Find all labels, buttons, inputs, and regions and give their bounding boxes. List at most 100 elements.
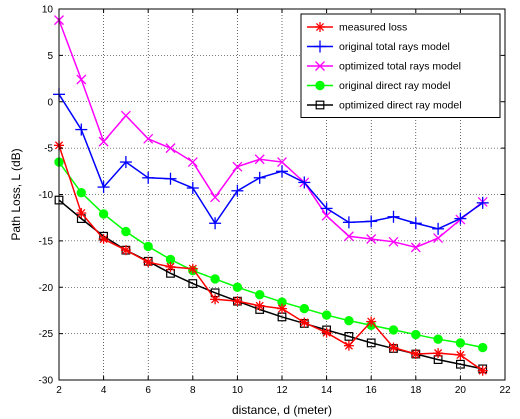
- data-point: [456, 359, 465, 369]
- x-tick-label: 18: [410, 385, 422, 396]
- data-point: [120, 110, 131, 121]
- data-point: [299, 317, 310, 328]
- data-point: [255, 289, 265, 300]
- data-point: [276, 165, 288, 178]
- data-point: [209, 217, 222, 230]
- data-point: [187, 263, 198, 274]
- data-point: [142, 171, 155, 184]
- data-point: [476, 196, 489, 209]
- tick-layer: 2 4 6 8 10 12 14 16 18 20 22 -30 -25 -20 -15 -10 -5 0 5 10: [39, 5, 511, 397]
- data-point: [277, 157, 287, 167]
- y-tick-label: -20: [39, 283, 54, 294]
- legend: measured loss original total rays model op…: [300, 13, 501, 118]
- data-point: [188, 279, 198, 288]
- data-point: [210, 294, 221, 305]
- data-point: [76, 187, 87, 198]
- data-point: [186, 182, 199, 195]
- data-point: [143, 133, 154, 144]
- y-tick-label: 5: [47, 51, 53, 62]
- data-point: [98, 136, 109, 147]
- data-point: [321, 327, 332, 338]
- data-point: [343, 340, 354, 351]
- y-tick-label: -30: [39, 376, 54, 387]
- data-point: [298, 176, 311, 189]
- y-tick-label: -5: [44, 144, 53, 155]
- x-tick-label: 16: [366, 385, 378, 396]
- x-tick-label: 6: [145, 385, 151, 396]
- data-point: [277, 303, 287, 314]
- legend-entry: measured loss: [307, 22, 407, 34]
- data-point: [210, 192, 221, 203]
- data-point: [343, 231, 354, 242]
- data-point: [232, 282, 243, 292]
- legend-marker: [315, 80, 325, 91]
- data-point: [344, 332, 354, 341]
- series-line: [58, 93, 484, 230]
- legend-label: optimized total rays model: [339, 61, 461, 73]
- legend-marker: [315, 100, 325, 110]
- data-point: [299, 303, 309, 314]
- legend-label: original direct ray model: [339, 80, 450, 92]
- y-tick-label: 0: [47, 97, 53, 108]
- data-point: [478, 342, 488, 353]
- series-line: [58, 161, 483, 349]
- legend-label: measured loss: [339, 22, 407, 34]
- y-tick-label: 10: [42, 5, 54, 16]
- data-point: [165, 261, 176, 272]
- data-point: [366, 316, 377, 327]
- data-point: [253, 171, 266, 184]
- legend-marker: [314, 40, 326, 53]
- data-point: [321, 310, 332, 320]
- data-point: [164, 172, 177, 185]
- legend-label: optimized direct ray model: [339, 100, 462, 112]
- data-point: [231, 184, 244, 197]
- data-point: [388, 325, 399, 335]
- x-tick-label: 4: [101, 385, 107, 396]
- x-tick-label: 10: [232, 385, 244, 396]
- data-point: [366, 338, 376, 348]
- data-point: [76, 208, 87, 219]
- data-point: [454, 212, 467, 225]
- data-point: [143, 257, 154, 268]
- series-line: [58, 145, 484, 372]
- data-point: [477, 365, 488, 376]
- data-point: [187, 157, 198, 167]
- data-point: [409, 217, 422, 230]
- data-point: [119, 156, 132, 169]
- data-point: [254, 300, 265, 311]
- series-optimized-direct-ray-model: [54, 195, 488, 374]
- x-tick-label: 22: [499, 385, 511, 396]
- legend-box: [300, 13, 501, 118]
- data-point: [432, 222, 445, 235]
- data-point: [388, 342, 399, 353]
- data-point: [232, 161, 243, 172]
- data-point: [143, 241, 153, 252]
- legend-entry: optimized total rays model: [307, 61, 461, 73]
- y-tick-label: -25: [39, 329, 54, 340]
- data-point: [98, 234, 109, 245]
- legend-entry: optimized direct ray model: [307, 100, 462, 112]
- y-axis-label: Path Loss, L (dB): [9, 148, 23, 240]
- data-point: [410, 242, 421, 253]
- legend-label: original total rays model: [339, 41, 450, 53]
- x-tick-label: 20: [455, 385, 467, 396]
- data-point: [433, 233, 444, 244]
- x-tick-label: 12: [276, 385, 288, 396]
- data-point: [232, 296, 243, 307]
- data-point: [411, 329, 421, 340]
- y-tick-label: -15: [39, 236, 54, 247]
- legend-entry: original direct ray model: [307, 80, 450, 92]
- data-point: [76, 74, 87, 85]
- series-measured-loss: [54, 140, 488, 376]
- x-axis-label: distance, d (meter): [232, 403, 332, 417]
- data-point: [97, 181, 110, 194]
- data-point: [320, 202, 333, 215]
- data-point: [410, 349, 421, 360]
- data-point: [120, 245, 131, 256]
- series-original-direct-ray-model: [54, 157, 488, 353]
- data-point: [433, 334, 443, 344]
- data-point: [344, 315, 354, 326]
- x-tick-label: 8: [190, 385, 196, 396]
- data-point: [75, 123, 88, 136]
